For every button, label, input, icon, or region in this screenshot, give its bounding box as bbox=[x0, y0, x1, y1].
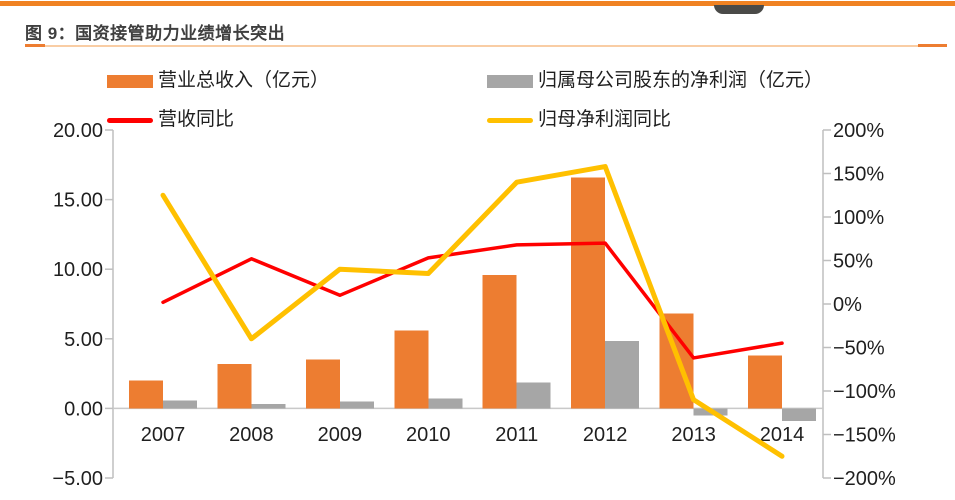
underline-right-accent bbox=[918, 44, 947, 47]
underline-light-segment bbox=[45, 45, 918, 47]
legend-swatch-bar-icon bbox=[487, 74, 533, 88]
figure-title: 图 9：国资接管助力业绩增长突出 bbox=[25, 24, 286, 43]
legend-label: 营业总收入（亿元） bbox=[158, 70, 330, 91]
x-axis-year-label: 2009 bbox=[318, 424, 363, 446]
legend-label: 归母净利润同比 bbox=[538, 109, 672, 130]
bar bbox=[605, 340, 640, 409]
bar bbox=[339, 401, 374, 409]
right-axis-tick-label: 150% bbox=[833, 164, 884, 186]
page-top-accent-bar bbox=[0, 1, 955, 14]
bar bbox=[482, 274, 517, 409]
bar bbox=[428, 398, 463, 409]
bar bbox=[217, 363, 252, 409]
line-series-0 bbox=[161, 241, 784, 360]
x-axis-year-label: 2010 bbox=[406, 424, 451, 446]
underline-left-accent bbox=[25, 44, 45, 47]
legend-item-2: 营收同比 bbox=[107, 109, 234, 131]
legend-swatch-line-icon bbox=[487, 117, 533, 123]
right-axis-tick-label: 0% bbox=[833, 294, 862, 316]
bar bbox=[571, 177, 606, 409]
x-axis-year-label: 2008 bbox=[229, 424, 274, 446]
bar bbox=[305, 359, 340, 409]
right-axis-tick-label: 100% bbox=[833, 207, 884, 229]
right-axis-tick-label: −200% bbox=[833, 468, 896, 490]
line-series-1 bbox=[160, 164, 785, 459]
right-axis-tick-label: 200% bbox=[833, 120, 884, 142]
left-axis-tick-label: −5.00 bbox=[52, 468, 103, 490]
bar bbox=[394, 330, 429, 409]
legend-item-3: 归母净利润同比 bbox=[487, 109, 671, 131]
x-axis-year-label: 2013 bbox=[671, 424, 716, 446]
legend-item-1: 归属母公司股东的净利润（亿元） bbox=[487, 70, 823, 92]
left-axis-tick-label: 5.00 bbox=[64, 329, 103, 351]
bar bbox=[782, 408, 817, 421]
x-axis-year-label: 2011 bbox=[495, 424, 538, 446]
title-underline bbox=[25, 44, 947, 47]
legend-swatch-bar-icon bbox=[107, 74, 153, 88]
bar bbox=[516, 382, 551, 409]
x-axis-year-label: 2012 bbox=[583, 424, 628, 446]
bar bbox=[129, 380, 163, 409]
bar bbox=[748, 355, 783, 409]
right-axis-tick-label: −100% bbox=[833, 381, 896, 403]
legend-label: 营收同比 bbox=[158, 109, 235, 130]
legend-label: 归属母公司股东的净利润（亿元） bbox=[538, 70, 824, 91]
right-axis-tick-label: −150% bbox=[833, 425, 896, 447]
legend-swatch-line-icon bbox=[107, 117, 153, 123]
right-axis-tick-label: −50% bbox=[833, 338, 885, 360]
legend-item-0: 营业总收入（亿元） bbox=[107, 70, 329, 92]
x-axis-year-label: 2007 bbox=[141, 424, 186, 446]
x-axis-year-label: 2014 bbox=[760, 424, 805, 446]
right-axis-tick-label: 50% bbox=[833, 251, 873, 273]
left-axis-tick-label: 20.00 bbox=[53, 120, 103, 142]
logo-bottom-fragment bbox=[714, 5, 764, 14]
bar-series-0 bbox=[129, 177, 783, 409]
left-axis-tick-label: 0.00 bbox=[64, 398, 103, 420]
bar bbox=[163, 400, 197, 409]
left-axis-tick-label: 10.00 bbox=[53, 259, 103, 281]
bar bbox=[251, 404, 286, 409]
left-axis-tick-label: 15.00 bbox=[53, 190, 103, 212]
axes bbox=[105, 129, 831, 479]
